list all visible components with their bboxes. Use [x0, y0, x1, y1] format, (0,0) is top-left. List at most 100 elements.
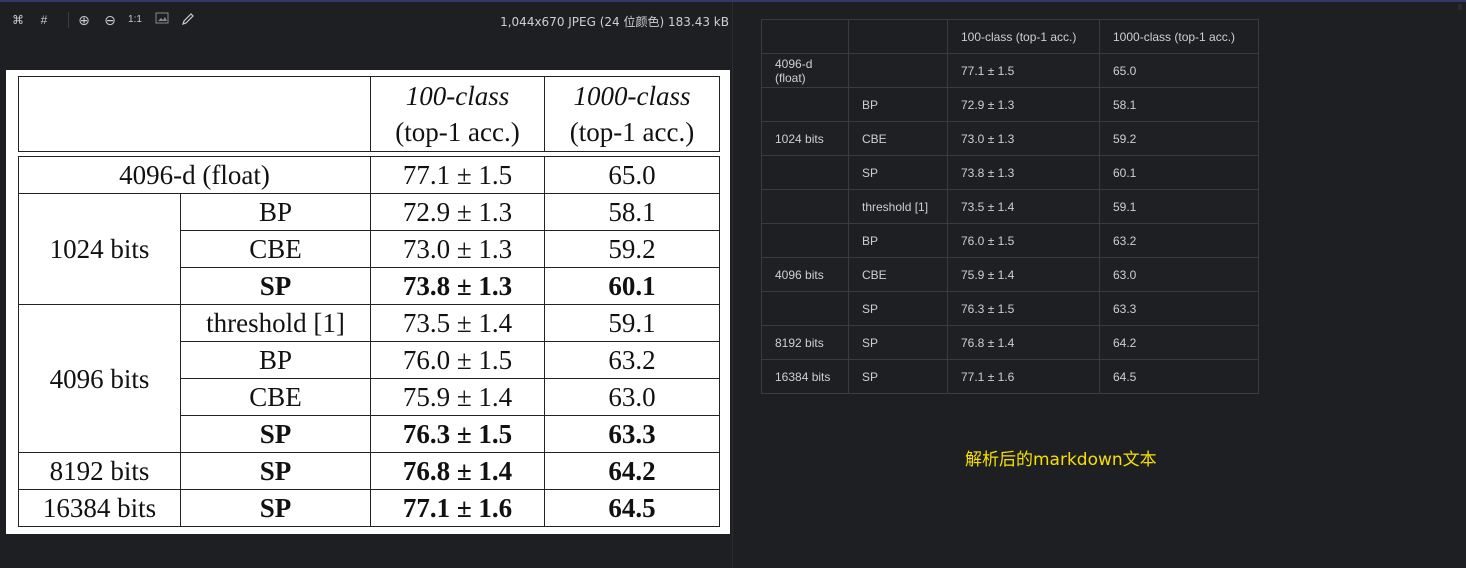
md-header-cell — [848, 19, 948, 54]
fit-icon[interactable]: ⌘ — [12, 13, 24, 27]
table-row: BP 72.9 ± 1.3 58.1 — [761, 87, 1259, 122]
table-row: 4096-d (float) 77.1 ± 1.5 65.0 — [761, 53, 1259, 88]
table-row: 16384 bits SP 77.1 ± 1.6 64.5 — [18, 489, 720, 527]
method-cell: SP — [180, 415, 371, 453]
table-row: 4096 bits CBE 75.9 ± 1.4 63.0 — [761, 257, 1259, 292]
md-cell: 59.1 — [1099, 189, 1259, 224]
method-cell: BP — [180, 193, 371, 231]
md-header-cell — [761, 19, 849, 54]
image-viewer-panel: ⌘ # ⊕ ⊖ 1:1 1,044x670 JPEG (24 位颜色) 183.… — [0, 2, 733, 568]
md-cell: BP — [848, 87, 948, 122]
md-header-cell: 1000-class (top-1 acc.) — [1099, 19, 1259, 54]
md-cell: 4096 bits — [761, 257, 849, 292]
markdown-caption: 解析后的markdown文本 — [965, 450, 1157, 470]
image-canvas: 100-class (top-1 acc.) 1000-class (top-1 a… — [6, 70, 730, 534]
table-row: CBE 73.0 ± 1.3 59.2 — [19, 230, 720, 268]
acc100-cell: 72.9 ± 1.3 — [370, 193, 545, 231]
table-row: SP 76.3 ± 1.5 63.3 — [761, 291, 1259, 326]
results-table-image: 100-class (top-1 acc.) 1000-class (top-1 a… — [18, 76, 720, 527]
md-cell: SP — [848, 155, 948, 190]
md-cell: 72.9 ± 1.3 — [947, 87, 1100, 122]
md-cell: SP — [848, 325, 948, 360]
table-row: 4096-d (float) 77.1 ± 1.5 65.0 — [18, 156, 720, 194]
method-cell: SP — [180, 267, 371, 305]
table-row: 8192 bits SP 76.8 ± 1.4 64.2 — [761, 325, 1259, 360]
markdown-header-row: 100-class (top-1 acc.) 1000-class (top-1… — [761, 19, 1259, 54]
md-cell: 63.0 — [1099, 257, 1259, 292]
md-cell: 64.5 — [1099, 359, 1259, 394]
md-cell: threshold [1] — [848, 189, 948, 224]
md-cell: 77.1 ± 1.6 — [947, 359, 1100, 394]
md-cell: 73.8 ± 1.3 — [947, 155, 1100, 190]
md-cell: 16384 bits — [761, 359, 849, 394]
table-row: threshold [1] 73.5 ± 1.4 59.1 — [761, 189, 1259, 224]
scrollbar[interactable] — [1458, 4, 1462, 10]
image-info-text: 1,044x670 JPEG (24 位颜色) 183.43 kB — [500, 15, 729, 29]
toolbar-divider — [68, 12, 69, 28]
md-cell: 73.0 ± 1.3 — [947, 121, 1100, 156]
group-label: 1024 bits — [18, 193, 181, 305]
acc100-cell: 73.0 ± 1.3 — [370, 230, 545, 268]
acc100-cell: 73.5 ± 1.4 — [370, 304, 545, 342]
md-cell: 58.1 — [1099, 87, 1259, 122]
md-cell: SP — [848, 291, 948, 326]
method-cell: SP — [180, 489, 371, 527]
md-cell: 76.8 ± 1.4 — [947, 325, 1100, 360]
acc1000-cell: 63.3 — [544, 415, 720, 453]
window-top-accent — [0, 0, 1466, 2]
method-cell: CBE — [180, 378, 371, 416]
method-cell: threshold [1] — [180, 304, 371, 342]
md-header-cell: 100-class (top-1 acc.) — [947, 19, 1100, 54]
header-100-class: 100-class (top-1 acc.) — [370, 76, 545, 152]
zoom-out-icon[interactable]: ⊖ — [104, 12, 116, 28]
acc1000-cell: 58.1 — [544, 193, 720, 231]
acc100-cell: 76.0 ± 1.5 — [370, 341, 545, 379]
zoom-in-icon[interactable]: ⊕ — [78, 12, 90, 28]
group-label: 8192 bits — [18, 452, 181, 490]
md-cell: CBE — [848, 257, 948, 292]
group-label: 16384 bits — [18, 489, 181, 527]
table-row: SP 76.3 ± 1.5 63.3 — [19, 415, 720, 453]
md-cell: 76.3 ± 1.5 — [947, 291, 1100, 326]
table-row: 16384 bits SP 77.1 ± 1.6 64.5 — [761, 359, 1259, 394]
method-cell: BP — [180, 341, 371, 379]
table-row: BP 76.0 ± 1.5 63.2 — [761, 223, 1259, 258]
md-cell — [848, 53, 948, 88]
acc100-cell: 76.3 ± 1.5 — [370, 415, 545, 453]
md-cell: 77.1 ± 1.5 — [947, 53, 1100, 88]
md-cell: 73.5 ± 1.4 — [947, 189, 1100, 224]
markdown-table: 100-class (top-1 acc.) 1000-class (top-1… — [761, 19, 1259, 394]
viewer-toolbar: ⌘ # ⊕ ⊖ 1:1 1,044x670 JPEG (24 位颜色) 183.… — [0, 2, 733, 34]
acc1000-cell: 63.2 — [544, 341, 720, 379]
acc1000-cell: 64.2 — [544, 452, 720, 490]
md-cell: 60.1 — [1099, 155, 1259, 190]
method-cell: CBE — [180, 230, 371, 268]
method-cell: SP — [180, 452, 371, 490]
table-row: CBE 75.9 ± 1.4 63.0 — [19, 378, 720, 416]
md-cell: 76.0 ± 1.5 — [947, 223, 1100, 258]
markdown-preview-panel: 100-class (top-1 acc.) 1000-class (top-1… — [734, 2, 1466, 568]
image-icon[interactable] — [154, 12, 170, 28]
md-cell — [761, 87, 849, 122]
md-cell: BP — [848, 223, 948, 258]
md-cell: 63.2 — [1099, 223, 1259, 258]
crop-icon[interactable]: # — [40, 13, 48, 27]
acc1000-cell: 63.0 — [544, 378, 720, 416]
md-cell: 75.9 ± 1.4 — [947, 257, 1100, 292]
group-label: 4096 bits — [18, 304, 181, 453]
md-cell — [761, 291, 849, 326]
acc100-cell: 73.8 ± 1.3 — [370, 267, 545, 305]
panel-divider — [732, 2, 733, 568]
table-header-row: 100-class (top-1 acc.) 1000-class (top-1 a… — [18, 76, 720, 152]
md-cell: SP — [848, 359, 948, 394]
md-cell: 63.3 — [1099, 291, 1259, 326]
actual-size-button[interactable]: 1:1 — [128, 14, 142, 25]
edit-icon[interactable] — [180, 12, 196, 28]
md-cell — [761, 155, 849, 190]
acc100-cell: 77.1 ± 1.6 — [370, 489, 545, 527]
table-row: BP 76.0 ± 1.5 63.2 — [19, 341, 720, 379]
md-cell — [761, 223, 849, 258]
acc100-cell: 76.8 ± 1.4 — [370, 452, 545, 490]
md-cell: 65.0 — [1099, 53, 1259, 88]
acc100-cell: 77.1 ± 1.5 — [370, 156, 545, 194]
